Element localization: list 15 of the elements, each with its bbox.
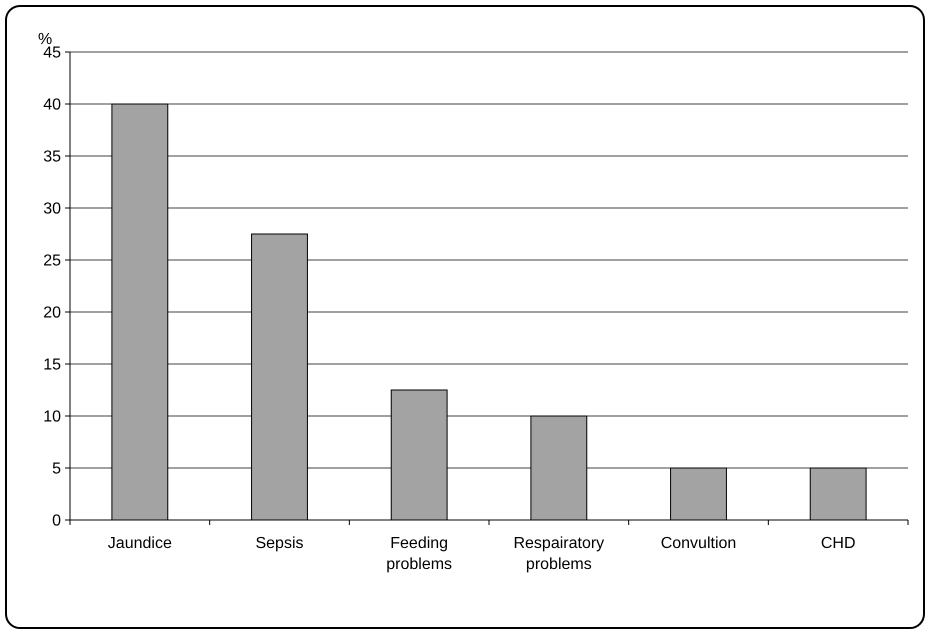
y-tick-label: 20	[43, 304, 62, 322]
y-tick-label: 35	[43, 148, 62, 166]
x-tick-label: CHD	[820, 535, 856, 552]
y-tick-label: 5	[52, 460, 62, 478]
y-tick-label: 0	[52, 512, 62, 530]
x-tick-label: Respairatory problems	[513, 535, 604, 573]
y-tick-label: 25	[43, 252, 62, 270]
x-tick-label: Jaundice	[108, 535, 172, 552]
y-tick-label: 15	[43, 356, 62, 374]
y-tick-label: 30	[43, 200, 62, 218]
y-tick-label: 10	[43, 408, 62, 426]
x-tick-label: Sepsis	[255, 535, 304, 552]
y-tick-label: 40	[43, 96, 62, 114]
x-tick-label: Convultion	[660, 535, 736, 552]
x-tick-label: Feeding problems	[386, 535, 452, 573]
